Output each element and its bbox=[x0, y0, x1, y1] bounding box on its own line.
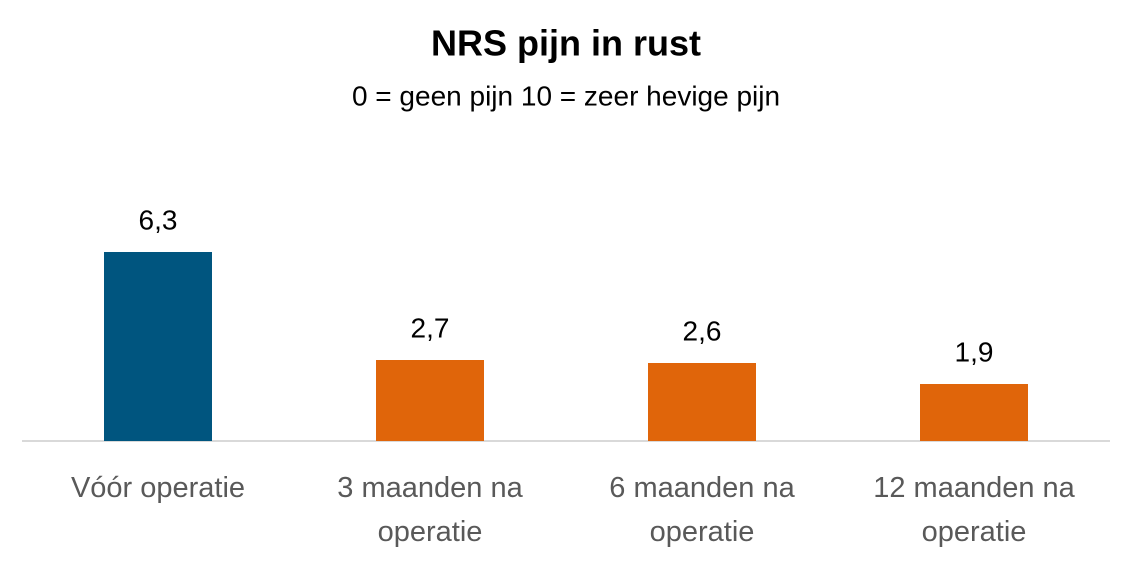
chart-title: NRS pijn in rust bbox=[431, 23, 701, 64]
value-label: 2,6 bbox=[683, 315, 722, 346]
bar bbox=[104, 252, 212, 441]
category-label: 6 maanden na operatie bbox=[609, 472, 795, 548]
category-label: 3 maanden na operatie bbox=[337, 472, 523, 548]
bar bbox=[648, 363, 756, 441]
bar bbox=[920, 384, 1028, 441]
bar bbox=[376, 360, 484, 441]
chart-subtitle: 0 = geen pijn 10 = zeer hevige pijn bbox=[352, 80, 780, 111]
value-label: 6,3 bbox=[139, 204, 178, 235]
category-label: Vóór operatie bbox=[70, 472, 246, 504]
value-label: 2,7 bbox=[411, 312, 450, 343]
value-label: 1,9 bbox=[955, 336, 994, 367]
category-label: 12 maanden na operatie bbox=[873, 472, 1075, 548]
